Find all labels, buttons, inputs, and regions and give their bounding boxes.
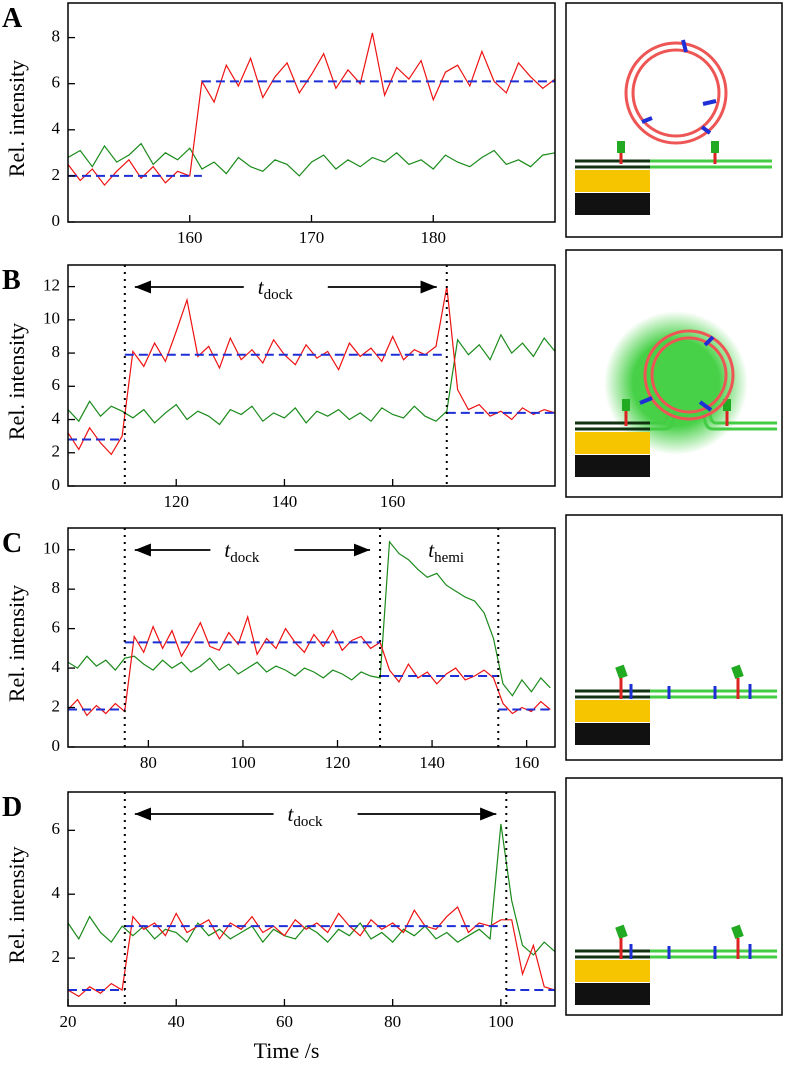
annotation: themi xyxy=(428,538,464,566)
y-axis-title: Rel. intensity xyxy=(4,585,29,702)
schematics xyxy=(565,2,783,1016)
x-tick-label: 100 xyxy=(230,753,256,772)
plot-frame xyxy=(67,527,556,748)
annotation: tdock xyxy=(258,275,294,303)
x-tick-label: 160 xyxy=(380,492,406,511)
schematic-frame xyxy=(565,249,783,498)
x-axis-title: Time /s xyxy=(254,1038,320,1063)
y-tick-label: 6 xyxy=(52,73,61,92)
trace xyxy=(68,333,555,426)
annotation-subscript: dock xyxy=(264,287,294,303)
x-tick-label: 140 xyxy=(272,492,298,511)
y-tick-label: 6 xyxy=(52,819,61,838)
y-tick-label: 8 xyxy=(52,342,61,361)
panel-label: A xyxy=(2,3,23,34)
y-tick-label: 0 xyxy=(52,211,61,230)
schematic-frame xyxy=(565,777,783,1016)
annotation-symbol: t xyxy=(224,538,231,562)
plot-area xyxy=(68,32,555,187)
x-tick-label: 20 xyxy=(60,1012,77,1031)
x-tick-label: 80 xyxy=(140,753,157,772)
trace xyxy=(68,823,555,956)
plot-area xyxy=(68,823,555,998)
y-tick-label: 2 xyxy=(52,696,61,715)
y-tick-label: 4 xyxy=(52,119,61,138)
x-tick-label: 160 xyxy=(177,228,203,247)
x-tick-label: 170 xyxy=(299,228,325,247)
panel-label: B xyxy=(2,265,21,296)
y-tick-label: 4 xyxy=(52,657,61,676)
y-tick-label: 0 xyxy=(52,736,61,755)
trace xyxy=(68,614,551,717)
x-tick-label: 80 xyxy=(384,1012,401,1031)
y-tick-label: 2 xyxy=(52,165,61,184)
plot-frame xyxy=(67,264,556,487)
annotation-symbol: t xyxy=(428,538,435,562)
y-tick-label: 8 xyxy=(52,578,61,597)
x-tick-label: 140 xyxy=(419,753,445,772)
y-tick-label: 0 xyxy=(52,475,61,494)
x-tick-label: 120 xyxy=(163,492,189,511)
y-tick-label: 2 xyxy=(52,947,61,966)
y-tick-label: 10 xyxy=(43,309,60,328)
annotation: tdock xyxy=(288,802,324,830)
plot-frame xyxy=(67,791,556,1007)
y-tick-label: 4 xyxy=(52,408,61,427)
y-axis-title: Rel. intensity xyxy=(4,60,29,177)
y-tick-label: 2 xyxy=(52,442,61,461)
y-tick-label: 10 xyxy=(43,539,60,558)
annotation-symbol: t xyxy=(258,275,265,299)
y-axis-title: Rel. intensity xyxy=(4,323,29,440)
trace xyxy=(68,32,555,187)
plot-area xyxy=(68,540,551,717)
x-tick-label: 40 xyxy=(168,1012,185,1031)
plot-frame xyxy=(67,2,556,223)
trace xyxy=(68,142,555,177)
panel-label: D xyxy=(2,792,22,823)
schematic-frame xyxy=(565,2,783,238)
trace xyxy=(68,286,555,456)
trace xyxy=(68,540,551,697)
x-tick-label: 180 xyxy=(421,228,447,247)
schematic-frame xyxy=(565,514,783,761)
annotation-symbol: t xyxy=(288,802,295,826)
plot-area xyxy=(68,286,555,456)
y-tick-label: 4 xyxy=(52,883,61,902)
y-tick-label: 6 xyxy=(52,618,61,637)
annotation: tdock xyxy=(224,538,260,566)
panel-label: C xyxy=(2,528,22,559)
trace xyxy=(68,905,555,998)
y-tick-label: 12 xyxy=(43,276,60,295)
x-tick-label: 60 xyxy=(276,1012,293,1031)
x-tick-label: 120 xyxy=(325,753,351,772)
x-tick-label: 160 xyxy=(514,753,540,772)
annotation-subscript: dock xyxy=(293,814,323,830)
y-tick-label: 6 xyxy=(52,375,61,394)
y-axis-title: Rel. intensity xyxy=(4,846,29,963)
annotation-subscript: hemi xyxy=(434,550,464,566)
annotation-subscript: dock xyxy=(230,550,260,566)
y-tick-label: 8 xyxy=(52,26,61,45)
x-tick-label: 100 xyxy=(488,1012,514,1031)
